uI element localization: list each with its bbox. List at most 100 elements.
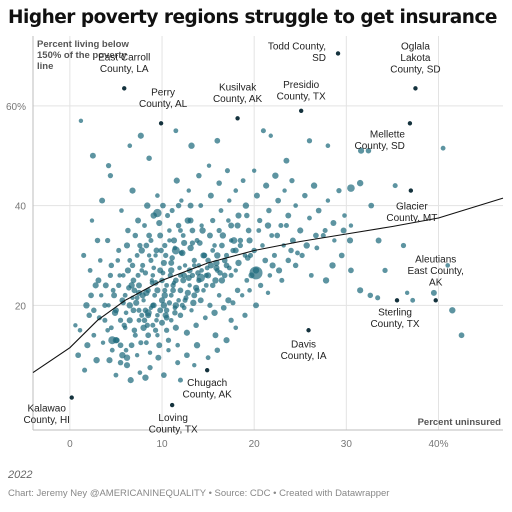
data-point [150,322,156,328]
annotation-label: County, AK [183,390,233,401]
data-point [160,259,167,267]
data-point [177,377,183,383]
data-point [163,307,170,314]
data-point [117,342,124,349]
data-point [265,290,271,296]
data-point [160,302,168,309]
data-point [139,268,145,273]
y-axis-title: line [37,61,53,72]
data-point [188,142,195,149]
grid-lines [32,36,503,431]
annotation-label: Lakota [400,53,430,64]
data-point [116,282,122,289]
data-point [110,287,116,293]
data-point [140,262,146,268]
annotated-county: Todd County,SD [268,41,342,64]
x-tick-label: 10 [156,439,168,450]
data-point [253,302,259,309]
data-point [167,238,172,243]
data-point [168,259,175,266]
data-point [161,372,167,378]
data-point [289,177,295,184]
data-point [256,228,262,233]
data-point [107,272,114,279]
data-point [404,290,410,296]
data-point [127,377,134,384]
data-point [165,337,172,343]
data-point [193,322,199,329]
data-point [178,250,184,256]
data-point [153,247,160,254]
data-point [330,220,337,226]
data-point [278,222,284,229]
data-point [458,332,465,339]
data-point [155,193,160,198]
data-point [182,263,188,268]
data-point [283,222,289,229]
data-point [168,292,174,298]
data-point [234,222,241,229]
data-point [196,172,202,179]
data-point [223,252,230,258]
data-point [205,272,212,279]
data-point-large [230,237,238,244]
data-point [137,370,143,375]
annotation-label: County, IA [281,351,327,362]
data-point [87,267,93,273]
data-point [210,248,216,253]
data-point [175,360,181,366]
data-point [307,215,312,221]
data-point [131,287,138,294]
data-point [130,277,137,284]
annotated-point [158,120,165,127]
data-point [230,300,236,306]
data-point [100,340,106,345]
data-point [430,289,437,296]
data-point [217,270,223,276]
data-point [152,327,159,333]
data-point [269,262,276,269]
data-point [175,342,180,348]
annotated-point [234,115,241,122]
data-point [178,228,183,233]
data-point-large [347,184,355,192]
data-point [157,232,164,239]
data-point [138,340,144,346]
data-point [129,262,136,269]
data-point [163,252,169,259]
data-point [136,317,142,323]
annotation-label: East Carroll [98,52,150,63]
data-point [315,207,322,214]
data-point [271,252,277,258]
data-point [237,242,243,249]
data-point [154,287,161,294]
data-point [124,267,132,274]
data-point [348,267,354,274]
data-point-large [249,266,263,280]
data-point [117,359,124,366]
data-point [116,247,122,253]
data-point [232,247,239,254]
data-point [98,293,104,298]
data-point [205,257,211,264]
data-point [225,297,232,304]
data-point [184,289,191,296]
data-point [168,267,175,274]
annotated-point [298,107,305,114]
data-point [180,277,187,284]
data-point [84,342,91,349]
data-point [169,255,175,261]
data-point [181,239,188,247]
data-point [162,287,168,293]
data-point [139,312,145,318]
data-point [244,277,250,283]
data-point [235,212,242,219]
data-point [170,237,178,244]
data-point [113,372,119,378]
data-point [166,348,171,353]
data-point [158,297,166,304]
data-point [137,132,144,139]
data-point [179,198,184,203]
